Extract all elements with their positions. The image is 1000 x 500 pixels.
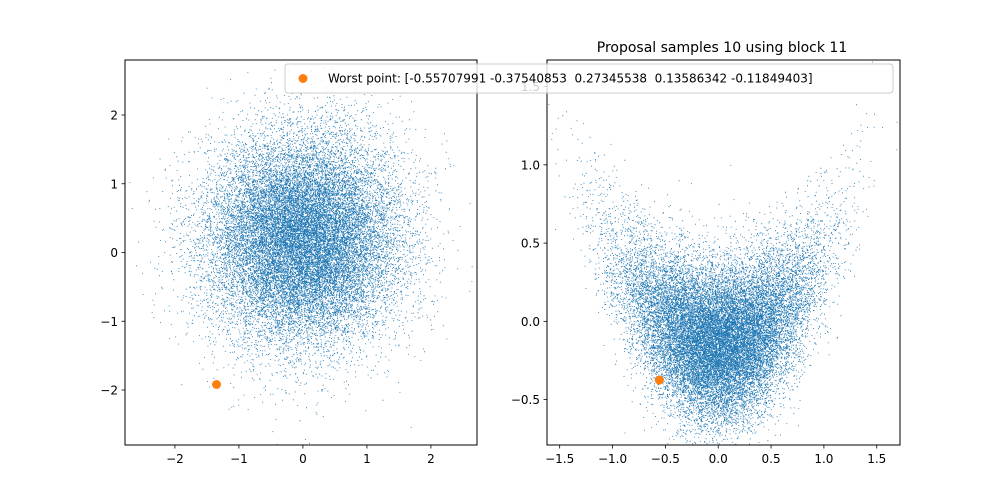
legend-label: Worst point: [-0.55707991 -0.37540853 0.… bbox=[328, 72, 813, 86]
left-x-ticks: −2 −1 0 1 2 bbox=[166, 445, 435, 466]
x-tick-label: 0.5 bbox=[762, 452, 781, 466]
y-tick-label: 1 bbox=[110, 177, 118, 191]
x-tick-label: −1 bbox=[230, 452, 248, 466]
y-tick-label: 0.0 bbox=[521, 315, 540, 329]
x-tick-label: 0 bbox=[299, 452, 307, 466]
x-tick-label: 1 bbox=[363, 452, 371, 466]
worst-point-marker bbox=[212, 380, 222, 389]
x-tick-label: 2 bbox=[427, 452, 435, 466]
legend-box bbox=[284, 63, 894, 94]
y-tick-label: 2 bbox=[110, 109, 118, 123]
sample-points bbox=[548, 61, 900, 445]
right-x-ticks: −1.5 −1.0 −0.5 0.0 0.5 1.0 1.5 bbox=[545, 445, 886, 466]
y-tick-label: −2 bbox=[100, 384, 118, 398]
x-tick-label: −1.0 bbox=[598, 452, 627, 466]
right-samples-scatter bbox=[548, 61, 900, 445]
x-tick-label: −2 bbox=[166, 452, 184, 466]
x-tick-label: −0.5 bbox=[651, 452, 680, 466]
y-tick-label: −0.5 bbox=[511, 393, 540, 407]
y-tick-label: −1 bbox=[100, 315, 118, 329]
sample-points bbox=[129, 64, 473, 445]
x-tick-label: 1.5 bbox=[867, 452, 886, 466]
y-tick-label: 1.0 bbox=[521, 158, 540, 172]
legend-worst-point-marker bbox=[298, 74, 308, 83]
left-samples-scatter bbox=[129, 64, 473, 445]
x-tick-label: 0.0 bbox=[709, 452, 728, 466]
y-tick-label: 0 bbox=[110, 246, 118, 260]
right-worst-point-layer bbox=[654, 375, 664, 385]
legend: Worst point: [-0.55707991 -0.37540853 0.… bbox=[284, 63, 894, 94]
worst-point-marker bbox=[654, 375, 664, 385]
right-y-ticks: −0.50.00.51.01.5 bbox=[511, 80, 547, 407]
left-worst-point-layer bbox=[212, 380, 222, 389]
left-y-ticks: −2 −1 0 1 2 bbox=[100, 109, 125, 398]
right-plot-title: Proposal samples 10 using block 11 bbox=[597, 40, 847, 56]
right-axes-frame bbox=[546, 59, 901, 446]
y-tick-label: 0.5 bbox=[521, 237, 540, 251]
right-axes: −1.5 −1.0 −0.5 0.0 0.5 1.0 1.5 −0.5 0.0 0.5 1.0 1.… bbox=[511, 40, 901, 466]
x-tick-label: 1.0 bbox=[814, 452, 833, 466]
left-axes: −2 −1 0 1 2 −2 −1 0 1 2 bbox=[100, 59, 478, 466]
x-tick-label: −1.5 bbox=[545, 452, 574, 466]
